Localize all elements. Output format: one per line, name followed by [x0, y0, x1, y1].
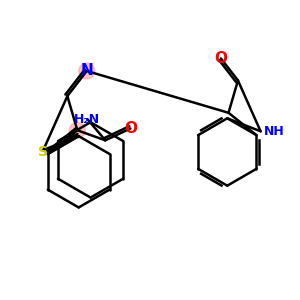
Text: H₂N: H₂N: [74, 113, 101, 126]
Text: NH: NH: [264, 125, 284, 138]
Circle shape: [69, 122, 85, 138]
Text: O: O: [124, 121, 137, 136]
Text: S: S: [38, 145, 48, 159]
Circle shape: [79, 63, 95, 79]
Text: N: N: [80, 64, 93, 79]
Text: O: O: [214, 51, 227, 66]
